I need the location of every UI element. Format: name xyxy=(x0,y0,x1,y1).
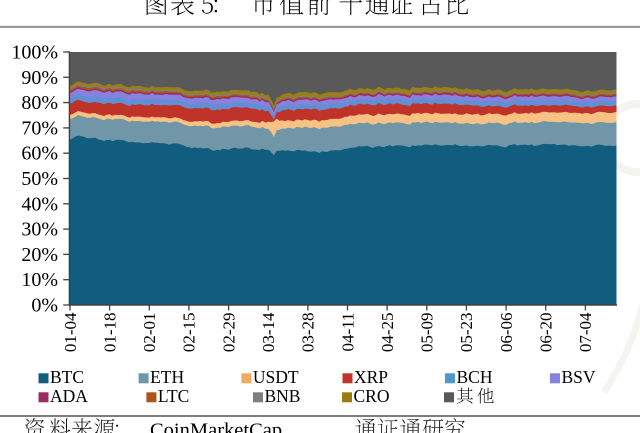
svg-text:04-25: 04-25 xyxy=(378,313,397,353)
svg-text:100%: 100% xyxy=(11,42,58,64)
svg-text:01-04: 01-04 xyxy=(61,312,80,352)
svg-text:80%: 80% xyxy=(21,92,58,114)
svg-text:LTC: LTC xyxy=(158,386,189,406)
svg-text:ETH: ETH xyxy=(150,367,184,387)
svg-text:02-15: 02-15 xyxy=(180,313,199,353)
svg-text:05-09: 05-09 xyxy=(418,313,437,353)
svg-text:XRP: XRP xyxy=(354,367,388,387)
svg-text:10%: 10% xyxy=(21,269,58,291)
svg-text:03-14: 03-14 xyxy=(259,312,278,352)
svg-text:20%: 20% xyxy=(21,244,58,266)
svg-text:BCH: BCH xyxy=(457,367,493,387)
svg-text:0%: 0% xyxy=(31,295,58,317)
svg-text:02-29: 02-29 xyxy=(219,313,238,353)
svg-text:CRO: CRO xyxy=(354,386,390,406)
svg-text:07-04: 07-04 xyxy=(576,312,595,352)
svg-text:01-18: 01-18 xyxy=(100,313,119,353)
svg-text:03-28: 03-28 xyxy=(299,313,318,353)
svg-text:CoinMarketCap: CoinMarketCap xyxy=(150,419,282,433)
svg-text:60%: 60% xyxy=(21,143,58,165)
svg-text:02-01: 02-01 xyxy=(140,313,159,353)
svg-text:BNB: BNB xyxy=(265,386,301,406)
svg-text:USDT: USDT xyxy=(253,367,299,387)
svg-text:05-23: 05-23 xyxy=(457,313,476,353)
svg-text:30%: 30% xyxy=(21,219,58,241)
svg-text:40%: 40% xyxy=(21,193,58,215)
svg-text:50%: 50% xyxy=(21,168,58,190)
svg-text:06-20: 06-20 xyxy=(537,313,556,353)
svg-text:06-06: 06-06 xyxy=(497,313,516,353)
svg-text:BTC: BTC xyxy=(50,367,84,387)
svg-text:ADA: ADA xyxy=(50,386,88,406)
svg-text:70%: 70% xyxy=(21,117,58,139)
svg-text:90%: 90% xyxy=(21,67,58,89)
svg-text:04-11: 04-11 xyxy=(338,313,357,352)
svg-text:BSV: BSV xyxy=(562,367,596,387)
